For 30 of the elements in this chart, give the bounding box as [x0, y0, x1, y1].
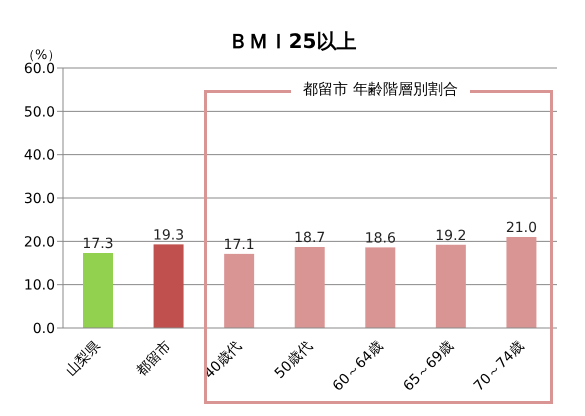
x-tick-label: 都留市 — [133, 338, 174, 380]
x-tick-label: 50歳代 — [272, 338, 316, 382]
data-label: 18.6 — [364, 230, 396, 246]
x-tick-label: 山梨県 — [62, 338, 104, 380]
data-label: 17.1 — [224, 236, 255, 253]
x-tick-label: 70～74歳 — [470, 338, 528, 395]
y-tick-label: 10.0 — [24, 278, 55, 294]
data-label: 18.7 — [294, 230, 326, 246]
bar — [506, 237, 536, 328]
bar — [83, 253, 113, 328]
bar — [436, 244, 466, 328]
data-label: 17.3 — [82, 236, 114, 252]
bar — [224, 254, 254, 328]
chart-title: ＢＭＩ25以上 — [228, 29, 356, 53]
y-axis-title: （%） — [22, 47, 60, 63]
y-tick-label: 60.0 — [24, 60, 55, 77]
y-tick-label: 30.0 — [24, 190, 55, 207]
data-label: 21.0 — [506, 220, 538, 236]
y-tick-label: 40.0 — [24, 148, 55, 164]
y-tick-label: 50.0 — [24, 104, 55, 120]
bar — [365, 247, 396, 328]
x-tick-label: 65～69歳 — [400, 338, 457, 395]
x-tick-label: 60～64歳 — [330, 338, 386, 395]
data-label: 19.2 — [435, 228, 466, 244]
annotation: 都留市 年齢階層別割合 — [291, 80, 470, 98]
data-label: 19.3 — [152, 227, 184, 244]
bar — [294, 246, 325, 328]
y-tick-label: 20.0 — [24, 234, 55, 250]
y-tick-label: 0.0 — [32, 320, 55, 337]
bar — [154, 244, 184, 328]
